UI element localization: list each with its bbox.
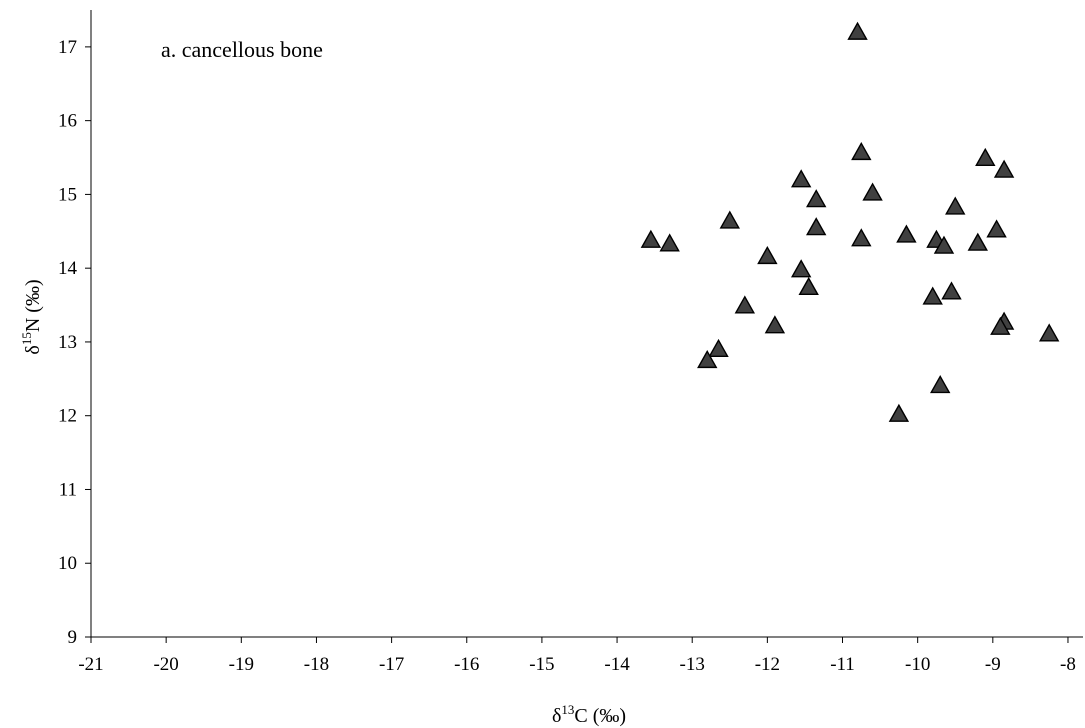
data-point-triangle [986,219,1007,238]
y-tick-label: 15 [58,184,77,205]
data-point-triangle [757,245,778,265]
chart-annotation: a. cancellous bone [161,37,323,62]
data-point-triangle [922,286,943,305]
data-point-triangle [1038,323,1060,342]
x-tick-label: -15 [529,654,554,675]
y-tick-label: 14 [58,258,78,279]
data-point-triangle [990,316,1011,335]
x-tick-label: -13 [680,654,705,675]
x-tick-label: -8 [1060,654,1076,675]
x-tick-label: -9 [985,654,1001,675]
data-point-triangle [640,229,662,248]
x-axis-label-prefix: δ [552,705,561,727]
x-tick-label: -14 [604,654,630,675]
y-tick-label: 10 [58,553,77,574]
data-point-triangle [798,276,819,296]
data-point-triangle [790,169,812,188]
data-point-triangle [851,141,872,161]
data-point-triangle [697,349,718,369]
data-point-triangle [862,182,883,201]
x-tick-label: -11 [830,654,855,675]
axes [90,10,1083,638]
y-axis-label-sup: 15 [19,332,34,345]
data-point-triangle [941,281,962,300]
data-point-triangle [967,232,988,251]
x-tick-label: -12 [755,654,780,675]
x-axis-label: δ13C (‰) [552,702,626,727]
x-tick-label: -19 [229,654,254,675]
data-point-triangle [975,147,996,166]
data-point-triangle [933,235,955,254]
data-point-triangle [993,159,1015,178]
data-point-triangle [945,196,966,215]
y-tick-label: 9 [68,627,78,648]
data-point-triangle [708,338,729,358]
data-point-triangle [764,315,786,334]
data-point-triangle [888,403,910,422]
data-point-triangle [896,224,917,243]
y-tick-label: 13 [58,332,77,353]
x-tick-label: -20 [153,654,178,675]
data-points [640,21,1060,422]
data-point-triangle [790,259,812,278]
x-axis-label-sup: 13 [561,702,574,717]
y-axis-label: δ15N (‰) [19,279,44,354]
data-point-triangle [806,189,827,208]
x-tick-label: -10 [905,654,930,675]
x-tick-label: -18 [304,654,329,675]
y-axis-label-suffix: N (‰) [22,279,44,332]
y-axis-label-prefix: δ [22,345,44,354]
y-axis-ticks: 9 10 11 12 13 14 15 16 17 [58,37,91,648]
x-axis-label-suffix: C (‰) [574,705,626,727]
data-point-triangle [851,228,872,247]
x-tick-label: -16 [454,654,479,675]
y-tick-label: 16 [58,111,77,132]
data-point-triangle [930,375,951,394]
x-tick-label: -17 [379,654,404,675]
x-tick-label: -21 [78,654,103,675]
data-point-triangle [806,217,827,236]
data-point-triangle [719,210,740,229]
data-point-triangle [734,295,756,314]
data-point-triangle [847,21,868,40]
data-point-triangle [659,233,680,252]
y-tick-label: 11 [59,479,77,500]
y-tick-label: 17 [58,37,77,58]
y-tick-label: 12 [58,406,77,427]
x-axis-ticks: -21 -20 -19 -18 -17 -16 -15 -14 -13 -12 -11 -10 -9 -8 [78,637,1076,675]
